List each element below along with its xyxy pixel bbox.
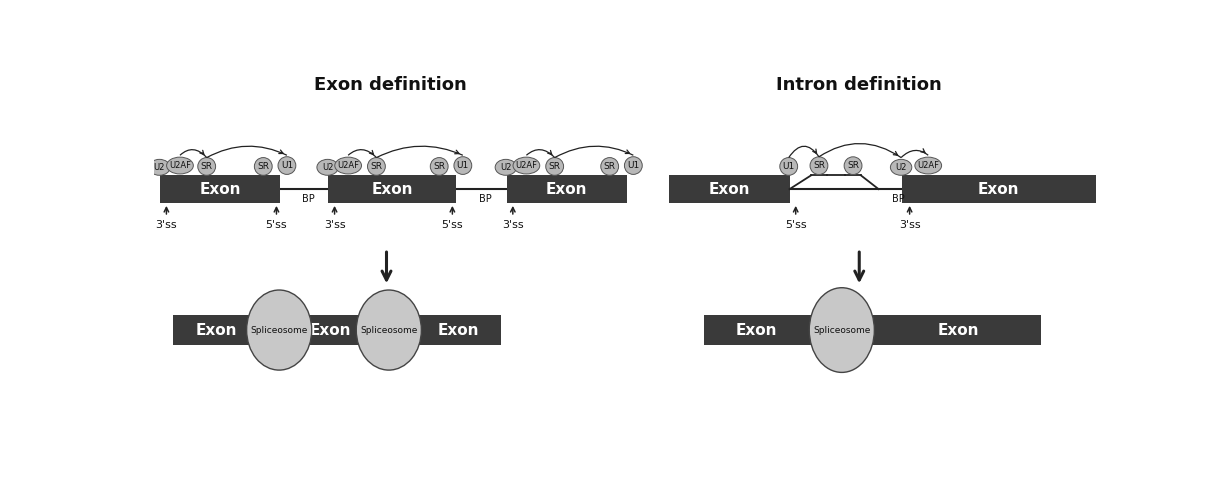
Text: U1: U1: [627, 161, 639, 170]
Text: U1: U1: [457, 161, 469, 170]
Circle shape: [430, 158, 448, 175]
Ellipse shape: [495, 160, 516, 175]
Ellipse shape: [166, 157, 193, 174]
Text: Exon: Exon: [736, 322, 777, 338]
Text: SR: SR: [604, 162, 616, 171]
Ellipse shape: [335, 157, 361, 174]
Circle shape: [367, 158, 386, 175]
Text: Intron definition: Intron definition: [776, 76, 942, 94]
Text: Exon: Exon: [938, 322, 978, 338]
Text: 3'ss: 3'ss: [155, 220, 177, 230]
Text: 3'ss: 3'ss: [899, 220, 920, 230]
Text: Exon: Exon: [708, 182, 750, 197]
Text: Spliceosome: Spliceosome: [813, 326, 871, 334]
Text: Exon definition: Exon definition: [314, 76, 467, 94]
Ellipse shape: [246, 290, 312, 370]
Text: U2AF: U2AF: [918, 161, 939, 170]
Text: Exon: Exon: [437, 322, 479, 338]
Bar: [669, 175, 790, 203]
Bar: [809, 315, 875, 345]
Text: U2: U2: [500, 163, 511, 172]
Circle shape: [546, 158, 563, 175]
Text: 3'ss: 3'ss: [324, 220, 345, 230]
Bar: [875, 315, 1041, 345]
Text: 5'ss: 5'ss: [441, 220, 463, 230]
Circle shape: [453, 157, 472, 174]
Circle shape: [625, 157, 642, 174]
Text: Exon: Exon: [310, 322, 351, 338]
Bar: [259, 315, 299, 345]
Text: Exon: Exon: [978, 182, 1020, 197]
Bar: [329, 175, 456, 203]
Ellipse shape: [317, 160, 339, 175]
Circle shape: [844, 157, 862, 174]
Text: Spliceosome: Spliceosome: [360, 326, 418, 334]
Text: SR: SR: [813, 161, 825, 170]
Text: U2: U2: [322, 163, 334, 172]
Text: SR: SR: [257, 162, 270, 171]
Text: Exon: Exon: [372, 182, 413, 197]
Text: 5'ss: 5'ss: [266, 220, 287, 230]
Bar: [160, 175, 281, 203]
Bar: [362, 315, 416, 345]
Ellipse shape: [915, 157, 941, 174]
Circle shape: [254, 158, 272, 175]
Bar: [416, 315, 501, 345]
Circle shape: [278, 157, 296, 174]
Text: 3'ss: 3'ss: [501, 220, 524, 230]
Text: SR: SR: [201, 162, 213, 171]
Text: SR: SR: [848, 161, 859, 170]
Bar: [174, 315, 259, 345]
Bar: [506, 175, 627, 203]
Text: BP: BP: [892, 194, 904, 204]
Text: Spliceosome: Spliceosome: [250, 326, 308, 334]
Ellipse shape: [809, 288, 875, 372]
Bar: [705, 315, 809, 345]
Text: Exon: Exon: [195, 322, 237, 338]
Text: BP: BP: [479, 194, 492, 204]
Text: U1: U1: [782, 162, 795, 171]
Bar: [902, 175, 1095, 203]
Text: SR: SR: [548, 162, 561, 171]
Text: SR: SR: [371, 162, 382, 171]
Ellipse shape: [513, 157, 540, 174]
Ellipse shape: [149, 160, 170, 175]
Circle shape: [809, 157, 828, 174]
Text: 5'ss: 5'ss: [785, 220, 807, 230]
Text: Exon: Exon: [200, 182, 241, 197]
Bar: [299, 315, 362, 345]
Circle shape: [601, 158, 618, 175]
Text: U2: U2: [896, 163, 907, 172]
Ellipse shape: [356, 290, 421, 370]
Text: Exon: Exon: [546, 182, 588, 197]
Circle shape: [780, 158, 797, 175]
Text: U2AF: U2AF: [338, 161, 360, 170]
Text: SR: SR: [434, 162, 445, 171]
Text: U2AF: U2AF: [515, 161, 537, 170]
Text: U2: U2: [154, 163, 165, 172]
Ellipse shape: [891, 160, 912, 175]
Circle shape: [198, 158, 216, 175]
Text: U2AF: U2AF: [169, 161, 191, 170]
Text: U1: U1: [281, 161, 293, 170]
Text: BP: BP: [302, 194, 314, 204]
